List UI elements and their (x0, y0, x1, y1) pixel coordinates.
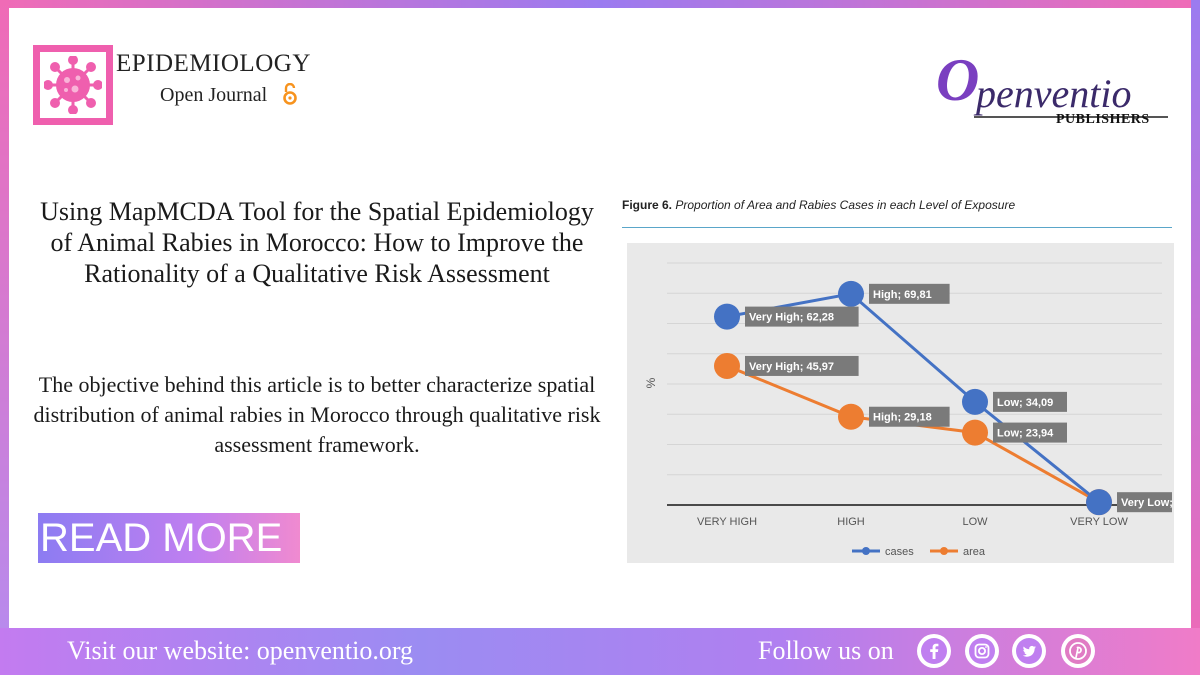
left-border (0, 0, 9, 675)
legend-label: area (963, 546, 986, 558)
right-border (1191, 0, 1200, 675)
data-point-cases (1086, 489, 1112, 516)
x-tick-label: HIGH (837, 516, 865, 528)
virus-icon (40, 52, 106, 118)
data-point-area (714, 352, 740, 379)
publisher-logo-initial: O (936, 47, 980, 113)
figure-caption: Figure 6. Proportion of Area and Rabies … (622, 198, 1015, 212)
data-label: Very High; 45,97 (749, 361, 834, 373)
publisher-divider (974, 116, 1168, 118)
article-description: The objective behind this article is to … (33, 372, 601, 457)
y-axis-label: % (644, 377, 658, 388)
figure-caption-text: Proportion of Area and Rabies Cases in e… (675, 198, 1016, 212)
publisher-tagline: PUBLISHERS (1056, 112, 1150, 127)
legend-marker-cases (862, 547, 870, 555)
publisher-logo-name: penventio (976, 71, 1132, 116)
data-label: Low; 23,94 (997, 428, 1054, 440)
facebook-icon[interactable] (917, 634, 951, 668)
data-point-cases (714, 303, 740, 330)
data-label: High; 29,18 (873, 412, 932, 424)
data-label-box (745, 306, 859, 327)
data-label: Very High; 62,28 (749, 312, 834, 324)
journal-subtitle: Open Journal (160, 84, 268, 106)
legend-label: cases (885, 546, 914, 558)
article-title: Using MapMCDA Tool for the Spatial Epide… (40, 197, 594, 288)
legend-marker-area (940, 547, 948, 555)
data-label-box (869, 283, 950, 304)
website-link[interactable]: Visit our website: openventio.org (67, 636, 414, 665)
read-more-button[interactable]: READ MORE (38, 513, 300, 563)
data-label: High; 69,81 (873, 289, 932, 301)
data-point-cases (838, 280, 864, 307)
data-label-box (993, 422, 1067, 443)
line-chart: % VERY HIGH HIGH LOW VERY LOW Very High; 62,2… (627, 243, 1174, 563)
follow-label: Follow us on (758, 636, 894, 665)
data-point-area (962, 419, 988, 446)
x-tick-label: VERY LOW (1070, 516, 1128, 528)
data-label-box (745, 355, 859, 376)
x-tick-label: VERY HIGH (697, 516, 757, 528)
data-label: Very Low; 0,93 (1121, 497, 1174, 509)
pinterest-icon[interactable] (1061, 634, 1095, 668)
data-label-box (869, 406, 950, 427)
data-label-box (1117, 492, 1172, 513)
footer-bar: Visit our website: openventio.org Follow… (0, 628, 1200, 675)
x-tick-label: LOW (962, 516, 988, 528)
open-access-icon (283, 83, 297, 105)
figure-label: Figure 6. (622, 198, 673, 212)
top-border (0, 0, 1200, 8)
publisher-logo[interactable]: O penventio PUBLISHERS (936, 46, 1171, 132)
data-point-cases (962, 388, 988, 415)
data-label-box (993, 391, 1067, 412)
figure-rule (622, 227, 1172, 228)
journal-name: EPIDEMIOLOGY (116, 50, 311, 77)
data-label: Low; 34,09 (997, 397, 1053, 409)
twitter-icon[interactable] (1012, 634, 1046, 668)
series-line-cases (726, 292, 1100, 504)
journal-logo[interactable] (33, 45, 113, 125)
instagram-icon[interactable] (965, 634, 999, 668)
data-point-area (838, 403, 864, 430)
